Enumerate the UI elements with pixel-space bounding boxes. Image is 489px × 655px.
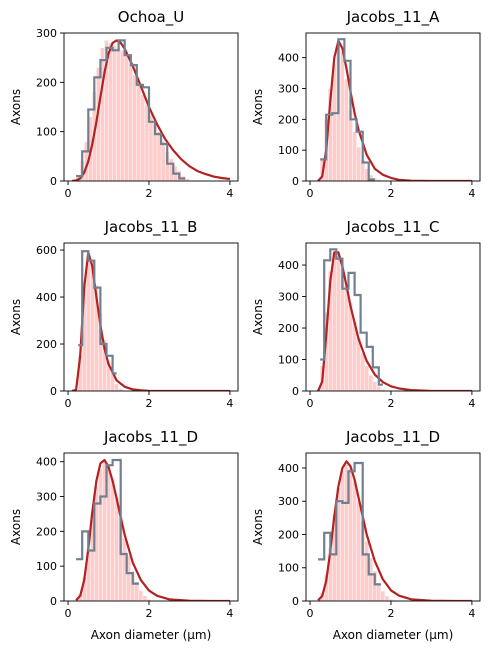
histogram-bar	[388, 599, 394, 601]
panel-title: Jacobs_11_D	[103, 428, 199, 446]
panel-title: Ochoa_U	[117, 8, 185, 26]
fit-curve	[317, 460, 472, 601]
axes-frame	[305, 32, 481, 182]
step-histogram	[320, 248, 383, 386]
histogram-bar	[380, 590, 386, 601]
panel-title: Jacobs_11_D	[345, 428, 441, 446]
y-tick-label: 100	[36, 560, 57, 573]
y-tick-label: 400	[278, 259, 299, 272]
y-tick-label: 600	[36, 244, 57, 257]
x-axis-label: Axon diameter (µm)	[90, 628, 212, 642]
panel-title: Jacobs_11_B	[104, 218, 198, 236]
step-histogram	[76, 458, 139, 585]
y-tick-label: 200	[278, 113, 299, 126]
x-tick-label: 2	[145, 397, 152, 410]
histogram-bar	[352, 481, 357, 601]
axes-frame	[305, 242, 481, 392]
x-tick-label: 0	[307, 187, 314, 200]
x-tick-label: 0	[65, 397, 72, 410]
y-tick-label: 0	[292, 595, 299, 608]
y-tick-label: 0	[50, 175, 57, 188]
x-tick-label: 4	[226, 607, 233, 620]
y-tick-label: 300	[278, 495, 299, 508]
y-tick-label: 200	[36, 76, 57, 89]
y-tick-label: 100	[278, 354, 299, 367]
x-tick-label: 0	[307, 607, 314, 620]
y-tick-label: 200	[278, 528, 299, 541]
step-histogram	[78, 250, 117, 375]
y-tick-label: 200	[278, 322, 299, 335]
y-tick-label: 200	[36, 525, 57, 538]
histogram-bar	[356, 501, 361, 601]
step-histogram	[318, 461, 381, 586]
axes-frame	[63, 242, 239, 392]
y-tick-label: 0	[50, 595, 57, 608]
panel-title: Jacobs_11_A	[346, 8, 440, 26]
histogram-bar	[384, 595, 390, 601]
x-tick-label: 2	[387, 607, 394, 620]
y-tick-label: 300	[36, 491, 57, 504]
histogram-bar	[146, 599, 152, 601]
x-tick-label: 2	[387, 397, 394, 410]
x-axis-label: Axon diameter (µm)	[332, 628, 454, 642]
panel-title: Jacobs_11_C	[346, 218, 440, 236]
y-tick-label: 300	[278, 291, 299, 304]
y-tick-label: 400	[36, 291, 57, 304]
step-histogram	[76, 39, 186, 180]
y-tick-label: 200	[36, 338, 57, 351]
histogram-bar	[340, 471, 345, 601]
fit-curve	[75, 458, 230, 601]
histogram-bar	[185, 178, 190, 181]
x-tick-label: 0	[65, 187, 72, 200]
x-tick-label: 0	[307, 397, 314, 410]
y-tick-label: 0	[50, 385, 57, 398]
y-tick-label: 100	[36, 126, 57, 139]
histogram-bar	[114, 383, 119, 391]
x-tick-label: 4	[468, 607, 475, 620]
histogram-bar	[380, 389, 386, 391]
y-tick-label: 400	[278, 462, 299, 475]
x-tick-label: 0	[65, 607, 72, 620]
axes-frame	[63, 32, 239, 182]
fit-curve	[317, 251, 472, 391]
x-tick-label: 4	[226, 187, 233, 200]
y-tick-label: 0	[292, 175, 299, 188]
y-tick-label: 100	[278, 144, 299, 157]
axes-frame	[305, 452, 481, 602]
histogram-bar	[142, 595, 148, 601]
x-tick-label: 2	[145, 607, 152, 620]
axes-frame	[63, 452, 239, 602]
y-tick-label: 300	[36, 27, 57, 40]
x-tick-label: 4	[468, 187, 475, 200]
x-tick-label: 2	[387, 187, 394, 200]
y-tick-label: 400	[278, 52, 299, 65]
y-tick-label: 0	[292, 385, 299, 398]
x-tick-label: 4	[226, 397, 233, 410]
x-tick-label: 2	[145, 187, 152, 200]
step-histogram	[320, 38, 375, 181]
y-tick-label: 400	[36, 456, 57, 469]
x-tick-label: 4	[468, 397, 475, 410]
y-tick-label: 100	[278, 562, 299, 575]
y-tick-label: 300	[278, 83, 299, 96]
